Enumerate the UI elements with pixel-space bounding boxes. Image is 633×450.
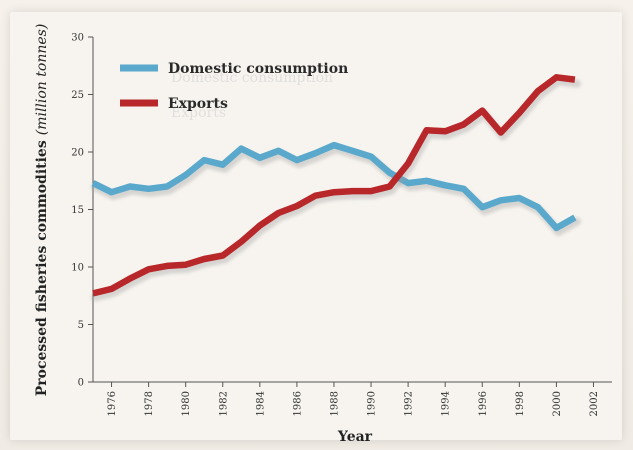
series-line-1 xyxy=(91,141,577,232)
x-tick-label: 1976 xyxy=(107,391,118,416)
legend-reflection-2: Exports xyxy=(171,105,226,121)
axes: 0 5 10 15 20 25 30 1976 1978 1980 1982 1984 1986 198… xyxy=(71,33,612,416)
legend-reflection-1: Domestic consumption xyxy=(171,70,333,86)
y-tick-label: 0 xyxy=(78,378,84,389)
x-tick-label: 1992 xyxy=(404,391,415,416)
y-axis-title-unit: (million tonnes) xyxy=(34,24,50,136)
y-axis-title: Processed fisheries commodities (million … xyxy=(34,24,50,397)
y-axis-title-main: Processed fisheries commodities xyxy=(34,140,50,396)
y-tick-label: 5 xyxy=(78,320,84,331)
x-tick-label: 1998 xyxy=(515,391,526,416)
legend-label-2: Exports xyxy=(168,96,228,112)
chart-panel xyxy=(10,12,622,440)
x-tick-label: 2002 xyxy=(589,391,600,416)
legend-label-1: Domestic consumption xyxy=(168,61,348,77)
x-tick-label: 1982 xyxy=(218,391,229,416)
y-tick-label: 25 xyxy=(71,90,84,101)
x-tick-label: 1988 xyxy=(329,391,340,416)
x-tick-label: 1984 xyxy=(255,391,266,416)
series-line-2 xyxy=(92,74,576,297)
y-tick-label: 20 xyxy=(71,148,84,159)
x-tick-label: 1980 xyxy=(181,391,192,416)
x-tick-label: 1996 xyxy=(478,391,489,416)
y-tick-label: 15 xyxy=(71,205,84,216)
y-tick-label: 30 xyxy=(71,33,84,44)
x-tick-label: 1986 xyxy=(292,391,303,416)
x-tick-label: 1978 xyxy=(144,391,155,416)
x-tick-label: 1994 xyxy=(441,391,452,416)
x-ticks: 1976 1978 1980 1982 1984 1986 1988 1990 1992 1994… xyxy=(107,382,600,416)
y-ticks: 0 5 10 15 20 25 30 xyxy=(71,33,93,389)
x-tick-label: 2000 xyxy=(552,391,563,416)
x-tick-label: 1990 xyxy=(367,391,378,416)
series-layer xyxy=(91,74,581,302)
y-tick-label: 10 xyxy=(71,263,84,274)
x-axis-title: Year xyxy=(337,429,373,445)
